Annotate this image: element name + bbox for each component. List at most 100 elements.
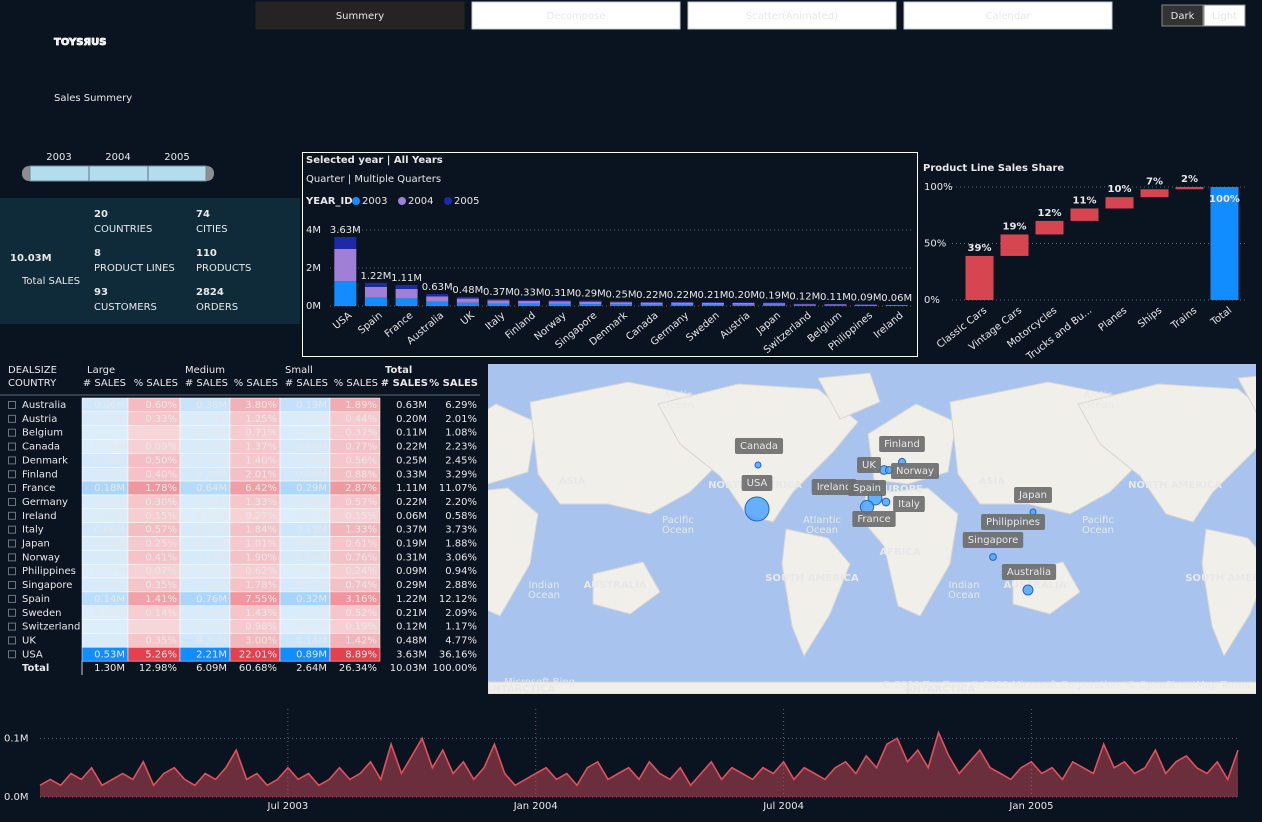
bar-segment — [487, 298, 510, 301]
map-label-box — [852, 511, 896, 527]
table-column-header: % SALES — [429, 378, 478, 389]
table-cell: 0.44% — [345, 414, 377, 425]
x-tick-label: UK — [459, 310, 477, 328]
bar-segment — [395, 284, 418, 289]
table-cell: 0.74% — [345, 580, 377, 591]
nav-tab-label[interactable]: Summery — [336, 11, 384, 22]
map-ocean-label: Pacific Ocean — [662, 515, 694, 536]
total-label: 0.37M — [483, 287, 514, 298]
total-label: 0.29M — [575, 288, 606, 299]
table-cell: 5.26% — [145, 649, 177, 660]
map-region-label: AUSTRALIA — [1004, 580, 1067, 591]
table-cell: 0.08M — [296, 442, 327, 453]
nav-tab[interactable] — [687, 1, 897, 30]
bar-segment — [579, 300, 602, 302]
table-column-header: % SALES — [134, 378, 178, 389]
bar-segment — [793, 305, 816, 306]
land — [488, 403, 537, 485]
x-tick-label: Jan 2005 — [1008, 801, 1053, 812]
map-region-label: SOUTH AMERICA — [1185, 573, 1262, 584]
bar-segment — [732, 302, 755, 303]
map-region-label: EUROPE — [877, 484, 922, 495]
x-tick-label: USA — [331, 310, 354, 332]
table-cell: 0.06M — [396, 511, 427, 522]
table-cell: 3.06% — [445, 552, 477, 563]
table-cell-bg — [127, 619, 181, 634]
bar-segment — [701, 302, 724, 303]
nav-tab-label[interactable]: Scatter(Animated) — [746, 11, 838, 22]
table-country: Ireland — [22, 511, 57, 522]
table-cell: 0.76M — [196, 594, 227, 605]
bar-segment — [456, 296, 479, 299]
table-cell: 0.29M — [396, 580, 427, 591]
chart-title: Selected year | All Years — [306, 155, 443, 166]
bar-segment — [610, 304, 632, 306]
row-expander — [8, 484, 16, 493]
theme-button[interactable] — [1203, 4, 1246, 27]
nav-tab-label[interactable]: Decompose — [546, 11, 605, 22]
table-cell: 1.43% — [245, 608, 277, 619]
waterfall-bar — [1070, 208, 1099, 221]
nav-tab[interactable] — [903, 1, 1113, 30]
map-label-box — [891, 463, 939, 479]
y-tick-label: 0% — [924, 295, 940, 306]
table-cell: 0.02M — [296, 622, 327, 633]
y-tick-label: 100% — [924, 182, 953, 193]
waterfall-bar — [1035, 220, 1064, 235]
table-cell: 1.22M — [396, 594, 427, 605]
table-cell: 0.57% — [345, 497, 377, 508]
theme-button[interactable] — [1161, 4, 1204, 27]
table-total-cell: 60.68% — [239, 663, 277, 674]
slider-range — [29, 165, 207, 182]
x-tick-label: Austria — [718, 310, 752, 341]
slider-year: 2004 — [105, 152, 130, 163]
table-cell: 0.06M — [94, 400, 125, 411]
y-tick-label: 4M — [306, 225, 321, 236]
table-cell: 0.04M — [296, 428, 327, 439]
table-cell: 0.77% — [345, 442, 377, 453]
nav-tab-label[interactable]: Calendar — [986, 11, 1032, 22]
map-region-label: ANTARCTICA — [485, 684, 556, 695]
kpi-value: 2824 — [196, 287, 224, 298]
table-cell: 1.33% — [245, 497, 277, 508]
table-cell: 0.04M — [94, 635, 125, 646]
table-cell: 0.53M — [94, 649, 125, 660]
table-cell: 0.03M — [94, 539, 125, 550]
chart-subtitle: Quarter | Multiple Quarters — [306, 174, 441, 185]
table-cell: 0.14M — [196, 455, 227, 466]
x-tick-label: Ireland — [872, 310, 906, 341]
waterfall-bar — [1105, 197, 1134, 209]
map-point-label: France — [857, 514, 890, 525]
kpi-label: CUSTOMERS — [94, 302, 157, 313]
land — [1237, 375, 1256, 413]
theme-button-label[interactable]: Light — [1212, 11, 1237, 22]
table-total-cell: 2.64M — [296, 663, 327, 674]
y-tick-label: 0.1M — [4, 733, 29, 744]
table-cell: 0.62% — [245, 566, 277, 577]
x-tick-label: Jul 2004 — [762, 801, 804, 812]
table-cell: 11.07% — [439, 483, 477, 494]
table-cell: 0.25M — [396, 455, 427, 466]
table-cell: 1.08% — [445, 428, 477, 439]
theme-button-label[interactable]: Dark — [1171, 11, 1195, 22]
table-cell: 0.09M — [296, 469, 327, 480]
x-tick-label: Spain — [356, 310, 384, 336]
bar-segment — [456, 302, 479, 306]
table-cell: 1.17% — [445, 622, 477, 633]
bar-segment — [364, 282, 387, 287]
map-point-label: Finland — [884, 439, 920, 450]
table-cell: 0.01M — [94, 608, 125, 619]
row-expander — [8, 401, 16, 409]
table-cell: 3.16% — [345, 594, 377, 605]
table-country: Philippines — [22, 566, 76, 577]
row-expander — [8, 581, 16, 590]
area-line — [39, 730, 1239, 787]
bar-segment — [793, 304, 816, 306]
row-expander — [8, 442, 16, 451]
nav-tab[interactable] — [255, 1, 465, 30]
x-tick-label: Jan 2004 — [513, 801, 558, 812]
row-expander — [8, 428, 16, 437]
nav-tab[interactable] — [471, 1, 681, 30]
table-cell: 0.15% — [145, 511, 177, 522]
map-region-label: ASIA — [979, 476, 1006, 487]
